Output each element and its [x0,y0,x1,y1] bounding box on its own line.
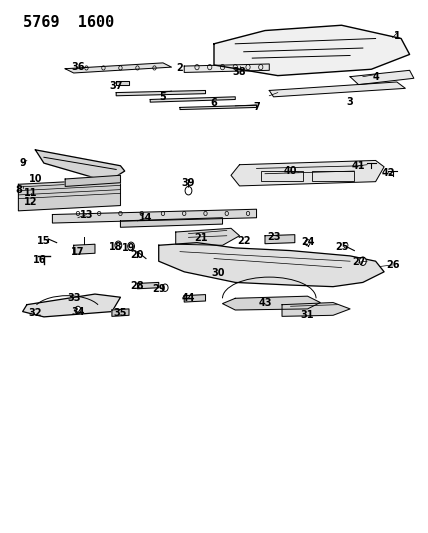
Polygon shape [137,282,159,289]
Text: 26: 26 [386,260,399,270]
Text: 18: 18 [110,242,123,252]
Text: 38: 38 [233,67,247,77]
Polygon shape [112,309,129,317]
Text: 11: 11 [24,188,38,198]
Polygon shape [120,217,223,227]
Text: 16: 16 [33,255,46,264]
Text: 15: 15 [37,236,51,246]
Polygon shape [184,64,269,72]
Text: 34: 34 [71,306,85,317]
Polygon shape [23,294,120,317]
Text: 5: 5 [160,92,166,102]
Polygon shape [65,175,120,187]
Text: 37: 37 [110,81,123,91]
Polygon shape [18,179,120,211]
Polygon shape [265,235,295,244]
Text: 2: 2 [177,63,183,72]
Text: 12: 12 [24,197,38,207]
Text: 5769  1600: 5769 1600 [23,14,114,30]
Text: 6: 6 [211,98,217,108]
Text: 25: 25 [335,242,348,252]
Text: 35: 35 [114,308,127,318]
Polygon shape [214,25,410,76]
Polygon shape [150,97,235,102]
Circle shape [75,306,81,314]
Circle shape [344,243,348,248]
Circle shape [115,241,122,249]
Polygon shape [159,243,384,287]
Text: 14: 14 [139,213,153,223]
Circle shape [185,187,192,195]
Polygon shape [269,82,405,97]
Text: 40: 40 [284,166,297,176]
Text: 10: 10 [29,174,42,184]
Text: 19: 19 [122,243,136,253]
Circle shape [305,239,310,246]
Text: 43: 43 [258,297,272,308]
Text: 42: 42 [382,168,395,177]
Text: 22: 22 [237,236,250,246]
Text: 8: 8 [15,184,22,195]
Text: 17: 17 [71,247,85,257]
Text: 20: 20 [131,250,144,260]
Text: 31: 31 [301,310,314,320]
Text: 27: 27 [352,257,366,267]
Bar [312,171,354,181]
Polygon shape [74,244,95,254]
Text: 28: 28 [131,281,144,291]
Text: 23: 23 [267,232,280,243]
Text: 21: 21 [194,233,208,244]
Text: 24: 24 [301,237,314,247]
Circle shape [128,242,134,251]
Polygon shape [350,70,414,85]
Text: 1: 1 [393,31,400,41]
Text: 36: 36 [71,62,85,72]
Text: 44: 44 [182,293,195,303]
Text: 9: 9 [19,158,26,168]
Polygon shape [52,209,256,223]
Text: 39: 39 [182,178,195,188]
Polygon shape [116,81,129,85]
Polygon shape [65,63,172,73]
Text: 32: 32 [29,308,42,318]
Polygon shape [116,91,205,96]
Circle shape [360,257,366,265]
Bar [261,171,303,181]
Polygon shape [282,303,350,317]
Text: 13: 13 [80,209,93,220]
Polygon shape [180,106,256,110]
Polygon shape [231,160,384,186]
Text: 41: 41 [352,161,366,171]
Text: 4: 4 [372,71,379,82]
Polygon shape [176,228,240,245]
Text: 30: 30 [211,269,225,278]
Text: 29: 29 [152,284,166,294]
Text: 33: 33 [67,293,80,303]
Text: 3: 3 [347,97,354,107]
Polygon shape [36,150,125,182]
Polygon shape [184,295,205,302]
Polygon shape [223,296,320,310]
Circle shape [162,284,168,292]
Text: 7: 7 [253,102,260,112]
